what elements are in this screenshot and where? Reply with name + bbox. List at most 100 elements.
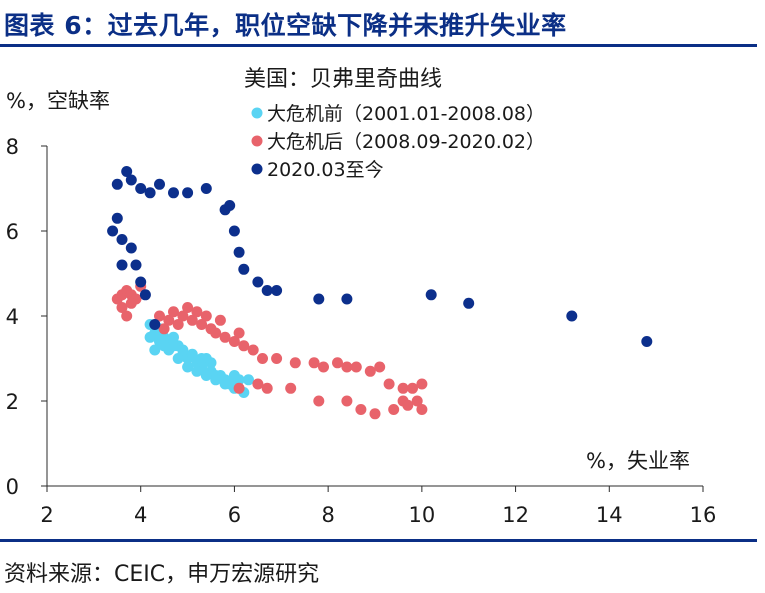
data-point [168, 187, 179, 199]
x-tick-label: 2 [40, 503, 53, 527]
x-tick-label: 10 [408, 503, 435, 527]
data-point [261, 285, 273, 296]
data-point [168, 331, 179, 343]
y-tick-label: 0 [6, 475, 19, 499]
x-tick-label: 12 [502, 503, 529, 527]
data-point [407, 382, 418, 394]
data-point [177, 310, 189, 322]
data-point [135, 276, 147, 288]
y-tick-label: 4 [6, 305, 19, 329]
data-point [641, 336, 653, 347]
data-point [186, 348, 198, 360]
data-point [154, 336, 165, 347]
data-point [261, 382, 273, 394]
data-point [341, 293, 353, 305]
y-axis-label: %，空缺率 [6, 89, 110, 113]
x-tick-label: 8 [321, 503, 334, 527]
data-point [233, 327, 245, 339]
data-point [271, 285, 283, 296]
data-point [149, 344, 161, 356]
legend-label: 大危机前（2001.01-2008.08） [267, 103, 545, 125]
data-point [177, 344, 189, 356]
data-point [289, 357, 301, 369]
x-axis-label: %，失业率 [586, 449, 690, 473]
legend-label: 2020.03至今 [267, 159, 384, 181]
data-point [243, 374, 254, 386]
data-point [285, 382, 297, 394]
chart-legend: 大危机前（2001.01-2008.08） 大危机后（2008.09-2020.0… [251, 103, 545, 181]
data-point [182, 361, 194, 373]
y-tick-label: 6 [6, 220, 19, 244]
data-point [228, 336, 240, 347]
data-point [233, 382, 245, 394]
data-point [228, 225, 240, 237]
data-point [130, 259, 142, 271]
data-point [369, 408, 381, 420]
data-point [111, 178, 123, 190]
data-point [332, 357, 343, 369]
series-3 [107, 166, 653, 347]
data-point [144, 331, 156, 343]
data-point [135, 183, 147, 194]
data-point [182, 187, 194, 199]
data-point [125, 174, 137, 186]
data-point [168, 306, 179, 318]
data-point [154, 310, 165, 322]
data-point [196, 319, 208, 330]
data-point [200, 310, 212, 322]
data-point [313, 293, 325, 305]
data-point [107, 225, 119, 237]
figure-title: 图表 6：过去几年，职位空缺下降并未推升失业率 [4, 11, 567, 40]
x-tick-label: 16 [690, 503, 717, 527]
data-point [247, 344, 259, 356]
footer-divider [0, 539, 757, 542]
x-tick-label: 14 [596, 503, 623, 527]
data-point [416, 404, 428, 415]
data-point [172, 353, 184, 364]
y-tick-label: 2 [6, 390, 19, 414]
y-tick-label: 8 [6, 135, 19, 159]
data-point [214, 314, 226, 326]
data-point [388, 404, 400, 415]
data-point [139, 289, 151, 301]
data-point [355, 404, 367, 415]
data-point [238, 263, 250, 275]
data-point [252, 276, 264, 288]
data-point [566, 310, 578, 322]
data-point [411, 395, 423, 407]
legend-label: 大危机后（2008.09-2020.02） [267, 131, 545, 153]
data-point [271, 353, 283, 364]
source-note: 资料来源：CEIC，申万宏源研究 [4, 562, 320, 587]
data-point [154, 178, 165, 190]
data-point [341, 395, 353, 407]
data-point [163, 314, 175, 326]
data-point [313, 395, 325, 407]
data-point [191, 306, 203, 318]
data-point [397, 382, 409, 394]
data-point [200, 183, 212, 194]
data-point [121, 310, 133, 322]
title-divider [0, 44, 757, 47]
data-point [116, 302, 128, 313]
data-point [116, 234, 128, 245]
data-point [402, 399, 414, 411]
data-point [425, 289, 437, 301]
data-point [149, 319, 161, 330]
legend-marker [251, 135, 263, 147]
data-point [144, 187, 156, 199]
data-point [210, 374, 222, 386]
data-point [257, 353, 268, 364]
data-point [238, 340, 250, 352]
x-tick-label: 4 [134, 503, 147, 527]
data-point [219, 331, 231, 343]
chart-title: 美国：贝弗里奇曲线 [244, 67, 442, 92]
data-point [252, 378, 264, 390]
data-point [182, 302, 194, 313]
data-point [196, 353, 208, 364]
series-2 [111, 280, 428, 420]
data-point [210, 327, 222, 339]
data-point [172, 319, 184, 330]
data-point [341, 361, 353, 373]
